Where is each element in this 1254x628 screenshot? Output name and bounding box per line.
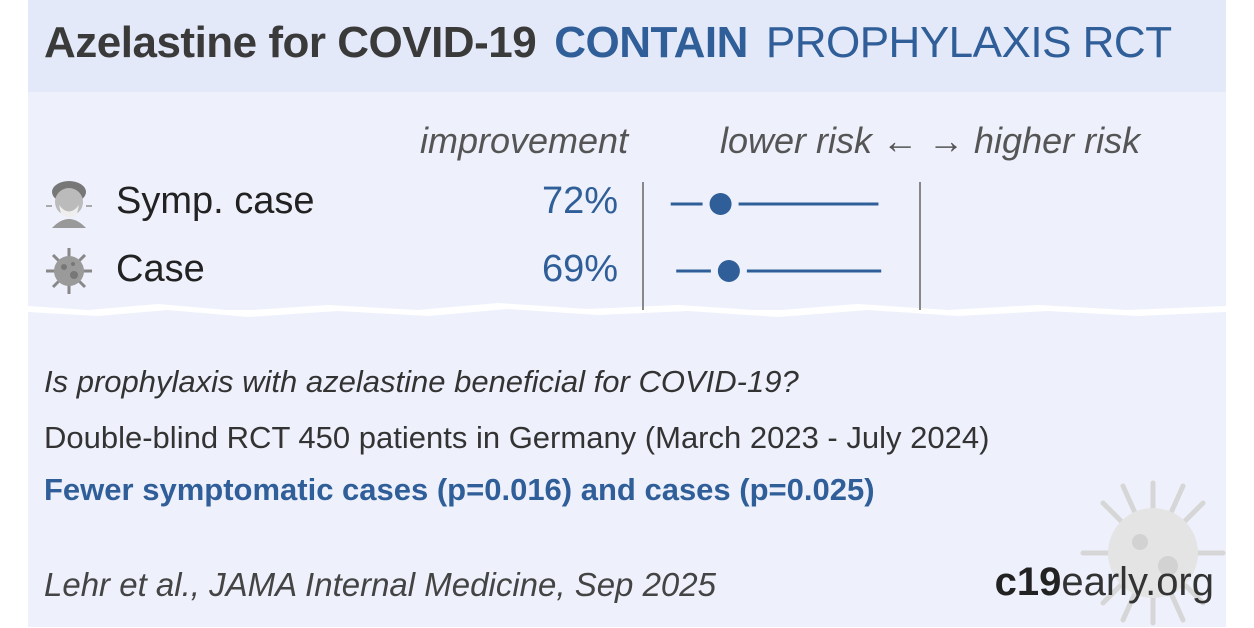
study-result: Fewer symptomatic cases (p=0.016) and ca… [44,472,875,507]
point-estimate-0 [709,193,732,215]
brand-rest: early.org [1061,560,1214,604]
improvement-column-header: improvement [420,120,629,161]
sneezing-person-icon [46,181,92,228]
results-panel [28,92,1226,310]
forest-plot [642,182,921,310]
study-question: Is prophylaxis with azelastine beneficia… [44,364,799,399]
header-bar: Azelastine for COVID-19 CONTAIN PROPHYLAXI… [28,0,1226,92]
brand-link[interactable]: c19early.org [995,560,1214,605]
risk-direction-header: lower risk ← → higher risk [720,120,1141,161]
brand-bold: c19 [994,560,1062,604]
row-label-symp-case: Symp. case [116,180,315,222]
trial-name: CONTAIN [554,18,748,67]
background-virus-icon [1080,480,1226,626]
page-title: Azelastine for COVID-19 CONTAIN PROPHYLAXI… [44,18,1172,68]
point-estimate-1 [717,260,740,282]
virus-icon [46,248,92,294]
row-label-case: Case [116,248,205,290]
improvement-value-case: 69% [541,248,618,290]
study-kind: PROPHYLAXIS RCT [765,18,1172,67]
drug-title: Azelastine for COVID-19 [44,18,537,67]
citation: Lehr et al., JAMA Internal Medicine, Sep… [44,566,716,603]
summary-panel [28,318,1226,627]
improvement-value-symp-case: 72% [541,180,618,222]
study-design: Double-blind RCT 450 patients in Germany… [44,420,990,455]
